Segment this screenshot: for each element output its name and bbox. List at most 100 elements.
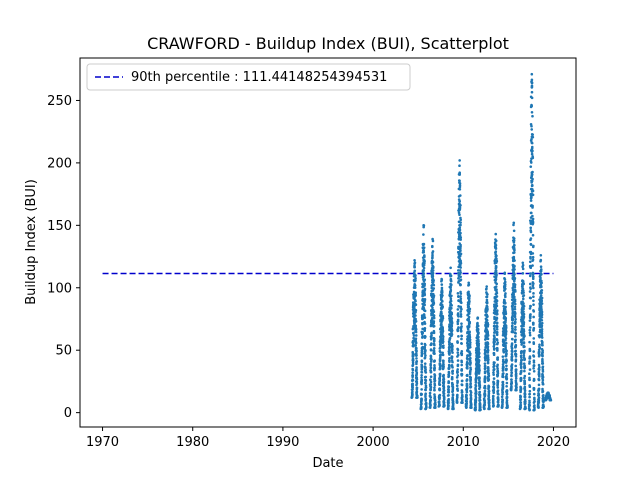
data-point: [465, 384, 469, 387]
data-point: [541, 360, 544, 364]
data-point: [541, 370, 545, 373]
data-point: [441, 335, 445, 339]
data-point: [505, 381, 509, 385]
data-point: [456, 359, 460, 362]
data-point: [446, 400, 450, 403]
data-point: [422, 272, 426, 275]
data-point: [456, 379, 459, 383]
data-point: [414, 330, 418, 334]
data-point: [474, 383, 477, 387]
data-point: [483, 362, 487, 365]
data-point: [457, 245, 460, 249]
data-point: [501, 391, 504, 394]
data-point: [522, 304, 526, 308]
data-point: [510, 381, 514, 385]
data-point: [522, 315, 526, 319]
data-point: [496, 384, 499, 387]
data-point: [421, 331, 424, 335]
data-point: [432, 294, 436, 298]
data-point: [502, 342, 506, 345]
data-point: [528, 319, 532, 322]
data-point: [429, 378, 432, 381]
data-point: [532, 295, 535, 299]
data-point: [528, 389, 532, 393]
data-point: [469, 376, 472, 379]
data-point: [458, 207, 461, 210]
data-point: [432, 316, 436, 320]
data-point: [531, 258, 535, 262]
data-point: [528, 260, 532, 264]
data-point: [487, 386, 490, 390]
data-point: [412, 334, 416, 337]
data-point: [510, 358, 513, 361]
data-point: [531, 156, 535, 160]
data-point: [514, 338, 517, 342]
data-point: [528, 360, 531, 363]
data-point: [501, 338, 505, 342]
data-point: [466, 354, 469, 358]
data-point: [433, 374, 437, 377]
data-point: [528, 349, 532, 353]
data-point: [492, 373, 495, 376]
data-point: [414, 303, 417, 306]
data-point: [502, 350, 506, 354]
data-point: [514, 332, 517, 335]
data-point: [505, 367, 508, 371]
data-point: [532, 378, 536, 382]
data-point: [523, 402, 527, 406]
data-point: [523, 382, 526, 386]
season-cluster: [464, 281, 473, 409]
data-point: [540, 285, 543, 289]
data-point: [494, 269, 498, 272]
data-point: [455, 376, 459, 379]
data-point: [531, 284, 535, 287]
data-point: [501, 358, 505, 361]
data-point: [414, 277, 417, 280]
data-point: [496, 349, 499, 352]
data-point: [459, 243, 462, 247]
data-point: [442, 346, 445, 349]
data-point: [456, 318, 460, 322]
data-point: [540, 272, 543, 276]
data-point: [420, 381, 423, 385]
data-point: [467, 281, 470, 285]
data-point: [420, 314, 424, 317]
data-point: [451, 351, 454, 354]
data-point: [459, 231, 462, 235]
data-point: [492, 364, 496, 368]
data-point: [528, 274, 532, 278]
data-point: [495, 338, 499, 342]
data-point: [486, 346, 490, 350]
data-point: [501, 387, 505, 391]
data-point: [465, 393, 468, 397]
data-point: [523, 395, 527, 399]
data-point: [456, 269, 460, 272]
data-point: [483, 387, 487, 390]
data-point: [512, 223, 515, 227]
data-point: [422, 224, 425, 227]
data-point: [540, 332, 544, 336]
data-point: [483, 367, 487, 371]
data-point: [450, 325, 454, 328]
data-point: [420, 388, 423, 391]
data-point: [522, 294, 526, 297]
data-point: [522, 302, 525, 305]
data-point: [522, 362, 526, 365]
data-point: [539, 268, 543, 271]
data-point: [432, 321, 435, 325]
data-point: [523, 358, 527, 361]
data-point: [505, 390, 509, 394]
data-point: [532, 364, 536, 367]
data-point: [483, 398, 486, 402]
season-cluster: [428, 237, 437, 409]
data-point: [540, 316, 544, 319]
data-point: [477, 359, 481, 362]
data-point: [529, 296, 533, 300]
data-point: [512, 251, 516, 254]
data-point: [411, 361, 415, 364]
data-point: [447, 343, 451, 346]
data-point: [540, 281, 543, 285]
data-point: [502, 372, 505, 375]
data-point: [528, 340, 531, 344]
plot-area: [102, 72, 554, 412]
